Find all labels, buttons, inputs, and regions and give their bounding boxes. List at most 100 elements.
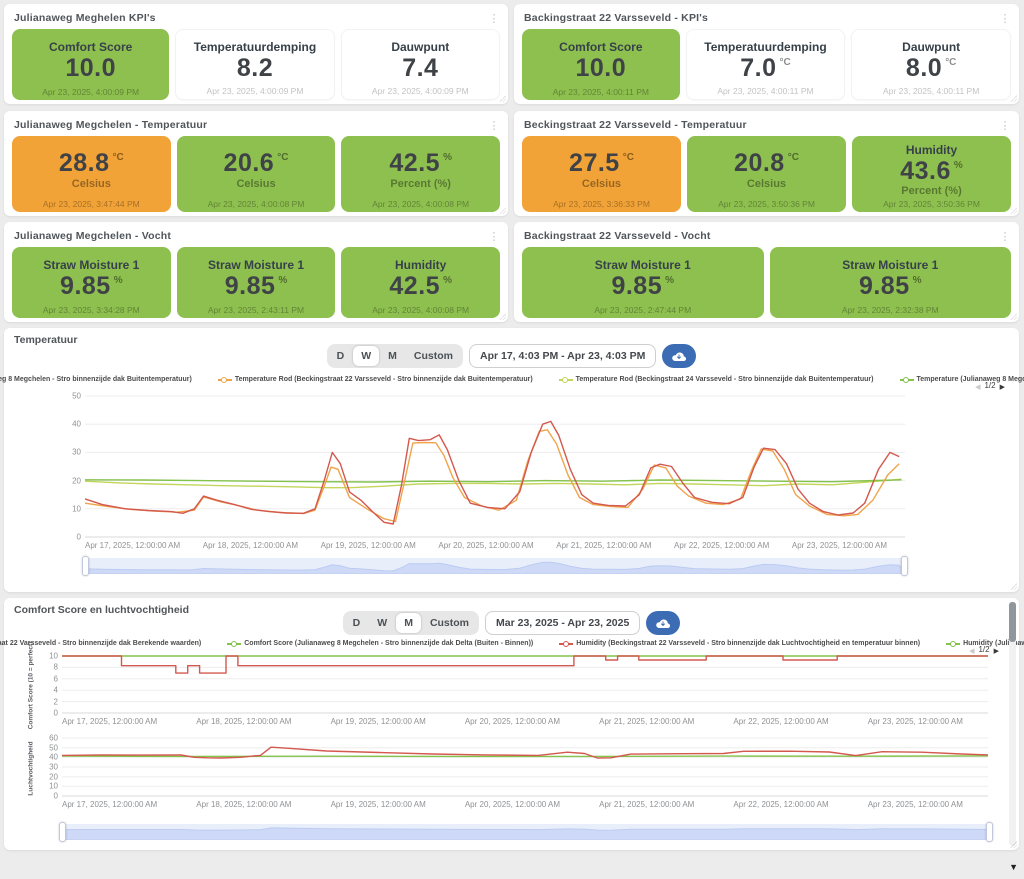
kpi-value: 7.4: [402, 53, 439, 82]
resize-handle[interactable]: [1010, 841, 1017, 848]
kpi-card-value: 8.2: [236, 53, 274, 82]
legend-label: Comfort Score (Beckingstraat 22 Varsseve…: [0, 640, 202, 647]
kpi-value: 42.5: [389, 149, 441, 178]
range-month-button[interactable]: M: [396, 613, 421, 633]
kpi-card-timestamp: Apr 23, 2025, 3:34:28 PM: [42, 305, 140, 315]
kpi-card-timestamp: Apr 23, 2025, 4:00:09 PM: [371, 86, 469, 96]
kpi-card-title: Straw Moisture 1: [207, 257, 305, 272]
more-options-icon[interactable]: [488, 9, 500, 27]
legend-next-icon[interactable]: [994, 640, 999, 658]
x-tick-label: Apr 21, 2025, 12:00:00 AM: [599, 800, 695, 809]
time-range-controls: D W M Custom Apr 17, 4:03 PM - Apr 23, 4…: [4, 344, 1019, 368]
range-day-button[interactable]: D: [329, 346, 353, 366]
legend-next-icon[interactable]: [1000, 376, 1005, 394]
comfort-score-line-chart[interactable]: [62, 655, 988, 714]
cloud-download-icon: [672, 351, 687, 361]
resize-handle[interactable]: [499, 207, 506, 214]
kpi-card-timestamp: Apr 23, 2025, 4:00:09 PM: [42, 87, 140, 97]
more-options-icon[interactable]: [488, 116, 500, 134]
kpi-cards: Straw Moisture 1 9.85% Apr 23, 2025, 3:3…: [4, 247, 508, 325]
date-range-input[interactable]: Apr 17, 4:03 PM - Apr 23, 4:03 PM: [469, 344, 657, 368]
chart-legend: Temperature Rod (Julianaweg 8 Megchelen …: [0, 376, 1024, 383]
kpi-card-value: 10.0: [576, 55, 627, 82]
y-tick-label: 40: [72, 419, 81, 429]
date-range-input[interactable]: Mar 23, 2025 - Apr 23, 2025: [485, 611, 641, 635]
more-options-icon[interactable]: [999, 227, 1011, 245]
legend-label: Temperature (Julianaweg 8 Megchelen - St…: [916, 376, 1024, 383]
more-options-icon[interactable]: [999, 116, 1011, 134]
resize-handle[interactable]: [1010, 313, 1017, 320]
comfort-score-chart-panel: Comfort Score en luchtvochtigheid D W M …: [0, 598, 1024, 850]
kpi-card-value: 9.85%: [858, 271, 922, 300]
slider-left-handle[interactable]: [82, 556, 89, 576]
kpi-unit: °C: [787, 152, 799, 164]
export-button[interactable]: [662, 344, 697, 368]
legend-item[interactable]: Temperature Rod (Beckingstraat 22 Varsse…: [217, 376, 533, 383]
kpi-card-timestamp: Apr 23, 2025, 3:50:36 PM: [883, 199, 980, 209]
kpi-value: 20.6: [223, 149, 275, 178]
kpi-unit: °C: [277, 152, 289, 164]
resize-handle[interactable]: [1010, 207, 1017, 214]
y-tick-label: 2: [53, 697, 58, 707]
legend-item[interactable]: Comfort Score (Julianaweg 8 Megchelen - …: [227, 640, 533, 647]
range-month-button[interactable]: M: [380, 346, 405, 366]
resize-handle[interactable]: [499, 313, 506, 320]
kpi-value: 8.0: [905, 53, 943, 82]
kpi-card-timestamp: Apr 23, 2025, 3:47:44 PM: [42, 199, 140, 209]
legend-label: Temperature Rod (Beckingstraat 24 Varsse…: [575, 376, 874, 383]
legend-label: Temperature Rod (Beckingstraat 22 Varsse…: [234, 376, 533, 383]
legend-prev-icon[interactable]: [975, 376, 980, 394]
kpi-card-timestamp: Apr 23, 2025, 2:47:44 PM: [594, 305, 692, 315]
slider-overview-area: [85, 561, 905, 574]
legend-item[interactable]: Temperature Rod (Beckingstraat 24 Varsse…: [558, 376, 874, 383]
y-tick-label: 10: [49, 651, 58, 661]
legend-pagination: 1/2: [969, 640, 999, 658]
kpi-card-sublabel: Percent (%): [901, 185, 962, 198]
legend-item[interactable]: Temperature (Julianaweg 8 Megchelen - St…: [899, 376, 1024, 383]
resize-handle[interactable]: [499, 95, 506, 102]
more-options-icon[interactable]: [999, 9, 1011, 27]
legend-item[interactable]: Humidity (Beckingstraat 22 Varsseveld - …: [559, 640, 920, 647]
kpi-value: 9.85: [60, 271, 111, 300]
kpi-card-temperature: 27.5 °C Celsius Apr 23, 2025, 3:36:33 PM: [522, 136, 681, 212]
range-custom-button[interactable]: Custom: [422, 613, 477, 633]
legend-item[interactable]: Comfort Score (Beckingstraat 22 Varsseve…: [0, 640, 201, 647]
panel-title: Julianaweg Megchelen - Temperatuur: [14, 119, 208, 131]
kpi-value: 9.85: [611, 271, 663, 300]
panel-title: Julianaweg Meghelen KPI's: [14, 12, 156, 24]
scrollbar-thumb[interactable]: [1009, 602, 1016, 642]
kpi-value: 9.85: [858, 271, 910, 300]
time-zoom-slider[interactable]: [82, 556, 908, 576]
x-tick-label: Apr 20, 2025, 12:00:00 AM: [438, 541, 534, 550]
panel-scrollbar[interactable]: [1009, 602, 1016, 846]
panel-title: Backingstraat 22 Varsseveld - Vocht: [524, 230, 711, 242]
resize-handle[interactable]: [1010, 95, 1017, 102]
range-custom-button[interactable]: Custom: [406, 346, 461, 366]
slider-left-handle[interactable]: [59, 822, 66, 842]
export-button[interactable]: [646, 611, 681, 635]
kpi-unit: %: [443, 152, 452, 164]
range-day-button[interactable]: D: [345, 613, 369, 633]
kpi-card-timestamp: Apr 23, 2025, 4:00:08 PM: [372, 199, 470, 209]
range-week-button[interactable]: W: [353, 346, 380, 366]
kpi-value: 43.6: [900, 156, 951, 185]
kpi-card-dauwpunt: Dauwpunt 7.4 Apr 23, 2025, 4:00:09 PM: [340, 29, 500, 100]
kpi-card-timestamp: Apr 23, 2025, 4:00:08 PM: [372, 305, 470, 315]
more-options-icon[interactable]: [488, 227, 500, 245]
scroll-down-icon[interactable]: [1009, 862, 1018, 872]
x-tick-label: Apr 22, 2025, 12:00:00 AM: [733, 717, 829, 726]
legend-item[interactable]: Temperature Rod (Julianaweg 8 Megchelen …: [0, 376, 192, 383]
range-week-button[interactable]: W: [369, 613, 395, 633]
kpi-unit: °C: [622, 152, 634, 164]
humidity-line-chart[interactable]: [61, 737, 989, 797]
slider-right-handle[interactable]: [901, 556, 908, 576]
resize-handle[interactable]: [1010, 583, 1017, 590]
legend-marker-icon: [227, 640, 242, 647]
time-zoom-slider[interactable]: [59, 822, 993, 842]
temperatuur-line-chart[interactable]: [84, 395, 905, 538]
y-tick-label: 0: [53, 708, 58, 718]
kpi-card-temperatuurdemping: Temperatuurdemping 7.0 °C Apr 23, 2025, 4…: [685, 29, 846, 100]
kpi-value: 8.2: [236, 53, 274, 82]
slider-right-handle[interactable]: [986, 822, 993, 842]
